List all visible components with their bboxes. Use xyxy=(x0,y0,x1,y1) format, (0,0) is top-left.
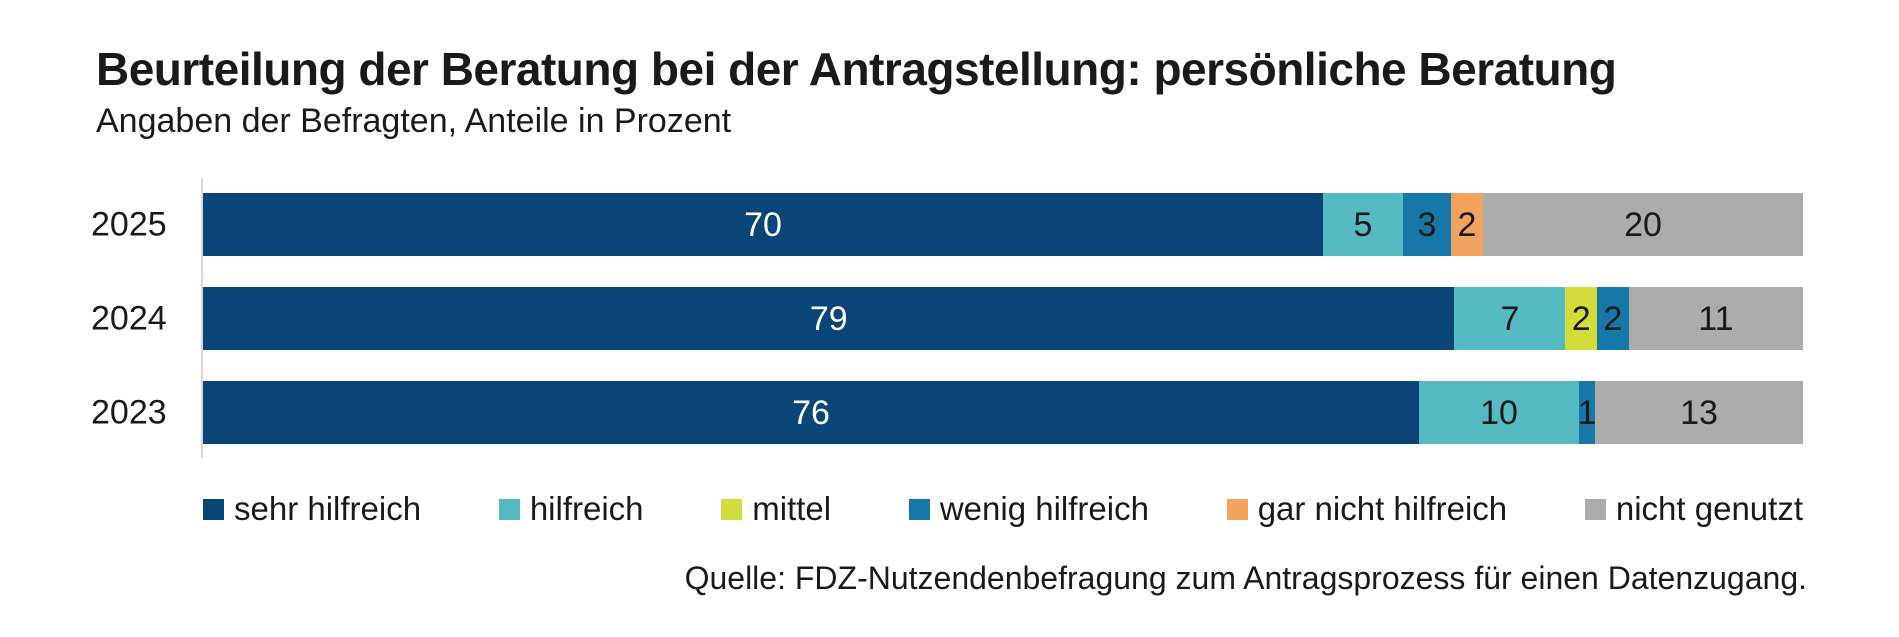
legend-swatch xyxy=(1226,498,1248,520)
legend-item-mittel: mittel xyxy=(721,490,831,528)
segment-hilfreich: 7 xyxy=(1454,287,1566,350)
chart-title: Beurteilung der Beratung bei der Antrags… xyxy=(96,43,1617,95)
legend-swatch xyxy=(203,498,224,520)
legend-swatch xyxy=(721,498,743,520)
legend-item-gar-nicht-hilfreich: gar nicht hilfreich xyxy=(1226,490,1508,528)
segment-value-label: 3 xyxy=(1417,205,1437,244)
segment-gar-nicht-hilfreich: 2 xyxy=(1451,193,1483,256)
legend-swatch xyxy=(498,498,520,520)
segment-value-label: 11 xyxy=(1698,299,1734,338)
segment-wenig-hilfreich: 1 xyxy=(1577,381,1597,444)
legend-label: mittel xyxy=(752,490,832,527)
segment-value-label: 2 xyxy=(1603,299,1623,338)
legend-label: sehr hilfreich xyxy=(234,490,422,527)
segment-value-label: 76 xyxy=(792,393,830,432)
segment-sehr-hilfreich: 79 xyxy=(203,287,1455,350)
segment-value-label: 70 xyxy=(744,205,782,244)
segment-value-label: 20 xyxy=(1624,205,1662,244)
segment-value-label: 13 xyxy=(1680,393,1718,432)
segment-nicht-genutzt: 20 xyxy=(1483,193,1803,256)
source-note: Quelle: FDZ-Nutzendenbefragung zum Antra… xyxy=(684,560,1807,596)
legend-label: nicht genutzt xyxy=(1615,490,1803,527)
legend-item-sehr-hilfreich: sehr hilfreich xyxy=(203,490,421,528)
bar-row-2025: 2025 70 5 3 2 20 xyxy=(0,193,1899,256)
legend-swatch xyxy=(1584,498,1606,520)
segment-wenig-hilfreich: 2 xyxy=(1597,287,1629,350)
legend-label: hilfreich xyxy=(529,490,644,527)
category-label: 2024 xyxy=(91,299,167,337)
bar-row-2024: 2024 79 7 2 2 11 xyxy=(0,287,1899,350)
legend-item-nicht-genutzt: nicht genutzt xyxy=(1584,490,1803,528)
segment-wenig-hilfreich: 3 xyxy=(1403,193,1451,256)
segment-value-label: 10 xyxy=(1480,393,1518,432)
chart-subtitle: Angaben der Befragten, Anteile in Prozen… xyxy=(96,102,732,140)
segment-value-label: 7 xyxy=(1500,299,1520,338)
segment-value-label: 79 xyxy=(809,299,848,338)
legend-item-hilfreich: hilfreich xyxy=(498,490,644,528)
legend-label: wenig hilfreich xyxy=(939,490,1149,527)
legend-item-wenig-hilfreich: wenig hilfreich xyxy=(908,490,1149,528)
stacked-bar: 79 7 2 2 11 xyxy=(203,287,1803,350)
legend-label: gar nicht hilfreich xyxy=(1257,490,1508,527)
stacked-bar: 76 10 1 13 xyxy=(203,381,1803,444)
segment-nicht-genutzt: 13 xyxy=(1595,381,1803,444)
legend: sehr hilfreich hilfreich mittel wenig hilfr… xyxy=(203,490,1803,528)
segment-hilfreich: 5 xyxy=(1323,193,1403,256)
y-axis-line xyxy=(201,178,203,458)
segment-value-label: 2 xyxy=(1571,299,1591,338)
segment-nicht-genutzt: 11 xyxy=(1628,287,1803,350)
legend-swatch xyxy=(908,498,930,520)
bar-row-2023: 2023 76 10 1 13 xyxy=(0,381,1899,444)
segment-mittel: 2 xyxy=(1565,287,1598,350)
segment-value-label: 1 xyxy=(1577,393,1597,432)
segment-value-label: 2 xyxy=(1457,205,1477,244)
segment-sehr-hilfreich: 70 xyxy=(203,193,1323,256)
stacked-bar: 70 5 3 2 20 xyxy=(203,193,1803,256)
segment-hilfreich: 10 xyxy=(1419,381,1579,444)
category-label: 2023 xyxy=(91,393,167,431)
segment-value-label: 5 xyxy=(1353,205,1373,244)
category-label: 2025 xyxy=(91,205,167,243)
segment-sehr-hilfreich: 76 xyxy=(203,381,1419,444)
